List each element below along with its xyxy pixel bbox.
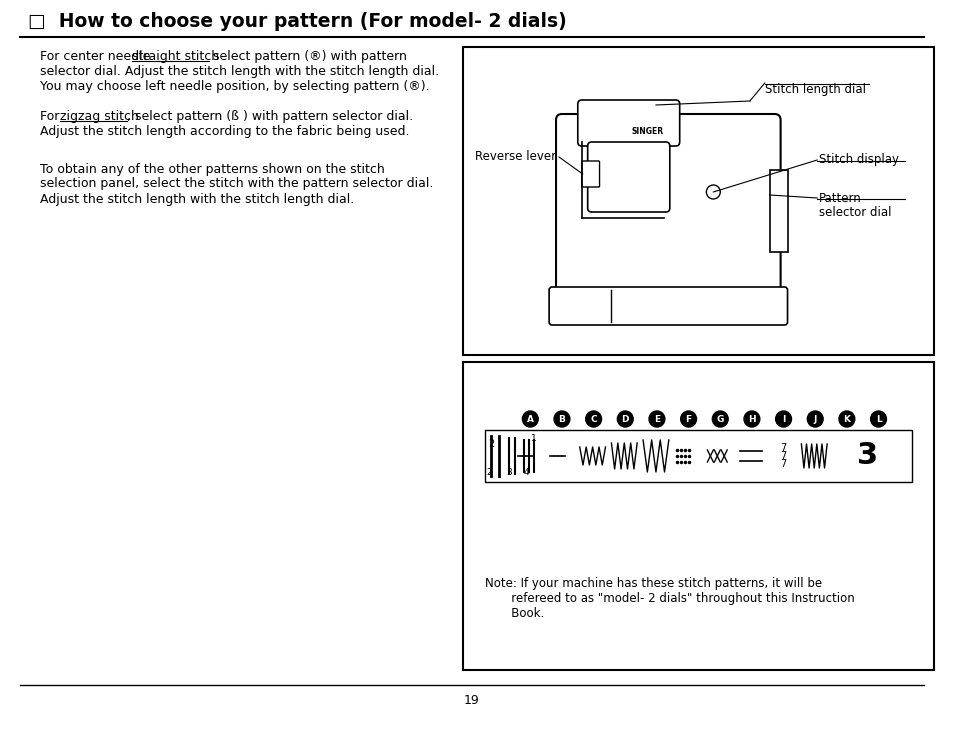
Text: Pattern: Pattern [819, 192, 862, 205]
Text: 1: 1 [531, 434, 537, 443]
Circle shape [705, 185, 720, 199]
Text: I: I [781, 415, 784, 423]
Text: For center needle: For center needle [39, 50, 153, 63]
FancyBboxPatch shape [556, 114, 780, 301]
Bar [484, 430, 911, 482]
Bar [769, 170, 787, 252]
FancyBboxPatch shape [587, 142, 669, 212]
FancyBboxPatch shape [581, 161, 598, 187]
Text: selector dial. Adjust the stitch length with the stitch length dial.: selector dial. Adjust the stitch length … [39, 65, 438, 78]
Text: 7: 7 [780, 443, 786, 453]
Text: , select pattern (ß ) with pattern selector dial.: , select pattern (ß ) with pattern selec… [127, 110, 413, 123]
FancyBboxPatch shape [549, 287, 787, 325]
Text: 7: 7 [780, 451, 786, 461]
Text: 3: 3 [856, 442, 878, 471]
Circle shape [554, 411, 569, 427]
Text: E: E [653, 415, 659, 423]
Text: Adjust the stitch length according to the fabric being used.: Adjust the stitch length according to th… [39, 125, 409, 138]
Text: For: For [39, 110, 63, 123]
Text: J: J [813, 415, 816, 423]
Text: 4: 4 [523, 468, 529, 477]
Text: 19: 19 [463, 694, 479, 707]
Text: zigzag stitch: zigzag stitch [60, 110, 139, 123]
Text: K: K [842, 415, 849, 423]
Text: Note: If your machine has these stitch patterns, it will be: Note: If your machine has these stitch p… [484, 577, 821, 590]
Circle shape [585, 411, 601, 427]
Text: H: H [747, 415, 755, 423]
Text: 2: 2 [485, 468, 491, 477]
Text: selection panel, select the stitch with the pattern selector dial.: selection panel, select the stitch with … [39, 177, 433, 191]
Text: L: L [875, 415, 881, 423]
Text: SINGER: SINGER [631, 128, 663, 137]
Circle shape [648, 411, 664, 427]
Text: 7: 7 [780, 459, 786, 469]
Text: Book.: Book. [484, 607, 543, 620]
Circle shape [775, 411, 791, 427]
Bar [462, 47, 933, 355]
Circle shape [806, 411, 822, 427]
FancyBboxPatch shape [578, 100, 679, 146]
Circle shape [838, 411, 854, 427]
Circle shape [617, 411, 633, 427]
Circle shape [870, 411, 885, 427]
Text: You may choose left needle position, by selecting pattern (®).: You may choose left needle position, by … [39, 80, 429, 93]
Text: F: F [685, 415, 691, 423]
Text: To obtain any of the other patterns shown on the stitch: To obtain any of the other patterns show… [39, 163, 384, 175]
Text: straight stitch: straight stitch [132, 50, 219, 63]
Text: □  How to choose your pattern (For model- 2 dials): □ How to choose your pattern (For model-… [28, 12, 566, 31]
Text: A: A [526, 415, 534, 423]
Text: select pattern (®) with pattern: select pattern (®) with pattern [209, 50, 406, 63]
Text: Adjust the stitch length with the stitch length dial.: Adjust the stitch length with the stitch… [39, 193, 354, 206]
Text: D: D [620, 415, 628, 423]
Circle shape [680, 411, 696, 427]
Text: B: B [558, 415, 565, 423]
Text: 3: 3 [506, 468, 512, 477]
Circle shape [743, 411, 759, 427]
Text: refereed to as "model- 2 dials" throughout this Instruction: refereed to as "model- 2 dials" througho… [484, 592, 854, 605]
Text: Reverse lever: Reverse lever [475, 150, 556, 164]
Text: Stitch length dial: Stitch length dial [764, 83, 865, 96]
Text: 2: 2 [487, 439, 494, 449]
Text: G: G [716, 415, 723, 423]
Text: selector dial: selector dial [819, 206, 891, 219]
Circle shape [712, 411, 727, 427]
Text: C: C [590, 415, 597, 423]
Bar [462, 362, 933, 670]
Text: Stitch display: Stitch display [819, 153, 899, 166]
Circle shape [522, 411, 537, 427]
